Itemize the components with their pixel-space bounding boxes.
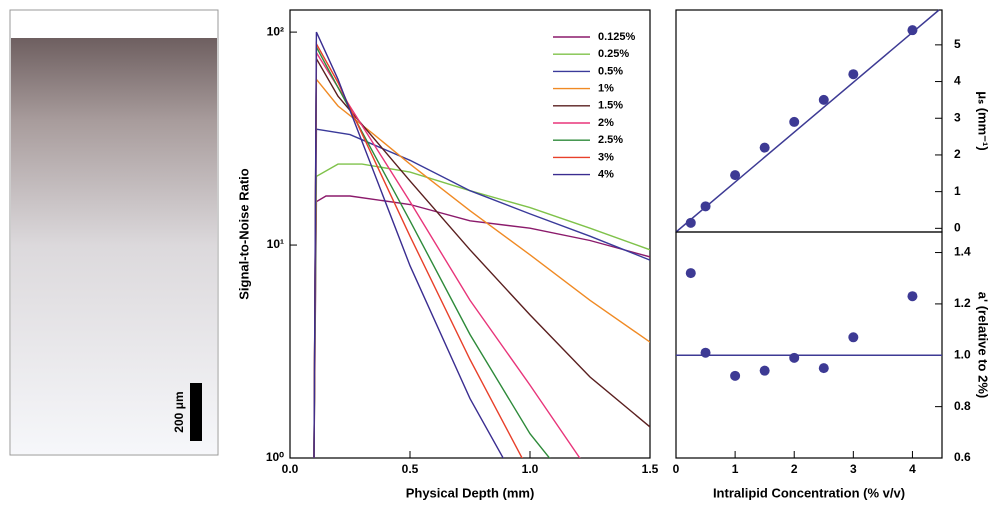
legend-label: 0.5% xyxy=(598,65,623,77)
oct-image: 200 μm xyxy=(9,9,219,456)
data-point xyxy=(685,268,696,279)
data-point xyxy=(700,201,711,212)
x-axis-title: Intralipid Concentration (% v/v) xyxy=(713,485,905,500)
scale-bar-label: 200 μm xyxy=(172,391,186,432)
x-tick-label: 0.5 xyxy=(402,462,419,476)
legend-label: 1% xyxy=(598,83,614,95)
legend-label: 0.25% xyxy=(598,48,629,60)
data-point xyxy=(818,94,829,105)
y-tick-label: 1.2 xyxy=(954,296,971,310)
y-tick-label: 0.8 xyxy=(954,399,971,413)
x-tick-label: 0.0 xyxy=(282,462,299,476)
y-tick-label: 4 xyxy=(954,74,961,88)
plot-frame xyxy=(675,231,943,459)
y-tick-label: 10⁰ xyxy=(266,450,284,464)
data-point xyxy=(730,370,741,381)
data-point xyxy=(685,217,696,228)
snr-curve xyxy=(313,31,504,458)
x-axis-title: Physical Depth (mm) xyxy=(406,485,535,500)
x-tick-label: 0 xyxy=(673,462,680,476)
y-tick-label: 10¹ xyxy=(267,237,284,251)
data-point xyxy=(730,170,741,181)
y-tick-label: 0.6 xyxy=(954,450,971,464)
y-tick-label: 2 xyxy=(954,147,961,161)
x-tick-label: 4 xyxy=(909,462,916,476)
y-axis-title: a' (relative to 2%) xyxy=(976,292,991,398)
legend-label: 2% xyxy=(598,117,614,129)
legend-label: 4% xyxy=(598,169,614,181)
scale-bar xyxy=(190,383,202,441)
data-point xyxy=(848,332,859,343)
x-tick-label: 1.0 xyxy=(522,462,539,476)
x-tick-label: 2 xyxy=(791,462,798,476)
snr-curve xyxy=(313,50,581,458)
y-axis-title: Signal-to-Noise Ratio xyxy=(236,168,251,300)
data-point xyxy=(700,347,711,358)
chart-panel: 0 1 2 3 4 5 μₛ (mm⁻¹) xyxy=(675,9,991,235)
y-tick-label: 3 xyxy=(954,110,961,124)
data-point xyxy=(789,116,800,127)
snr-curve xyxy=(313,128,650,458)
snr-curve xyxy=(313,77,650,458)
data-point xyxy=(907,291,918,302)
data-point xyxy=(848,69,859,80)
legend-label: 3% xyxy=(598,151,614,163)
legend-label: 0.125% xyxy=(598,31,636,43)
curves xyxy=(313,31,650,458)
y-tick-label: 5 xyxy=(954,37,961,51)
y-axis-title: μₛ (mm⁻¹) xyxy=(976,91,991,150)
chart-panel: 10⁰ 10¹ 10² 0.0 0.5 1.0 1.5 Signal-to-Noise Rat… xyxy=(236,9,659,500)
y-tick-label: 1.4 xyxy=(954,245,971,259)
data-point xyxy=(759,142,770,153)
legend-label: 1.5% xyxy=(598,100,623,112)
fit-line xyxy=(675,9,940,233)
image-body xyxy=(11,38,217,454)
data-point xyxy=(759,365,770,376)
x-tick-label: 1.5 xyxy=(642,462,659,476)
chart-panel: 0.6 0.8 1.0 1.2 1.4 0 1 2 3 4 a' (relative to 2%) I… xyxy=(673,231,991,500)
y-tick-label: 1 xyxy=(954,184,961,198)
y-tick-label: 1.0 xyxy=(954,347,971,361)
snr-curve xyxy=(313,56,650,458)
snr-curve xyxy=(313,195,650,458)
data-point xyxy=(818,363,829,374)
data-point xyxy=(907,25,918,36)
y-tick-label: 10² xyxy=(267,24,284,38)
snr-curve xyxy=(313,41,523,458)
snr-curve xyxy=(313,163,650,458)
x-tick-label: 3 xyxy=(850,462,857,476)
plot-frame xyxy=(289,9,651,459)
data-point xyxy=(789,352,800,363)
legend-label: 2.5% xyxy=(598,134,623,146)
x-tick-label: 1 xyxy=(732,462,739,476)
y-tick-label: 0 xyxy=(954,221,961,235)
